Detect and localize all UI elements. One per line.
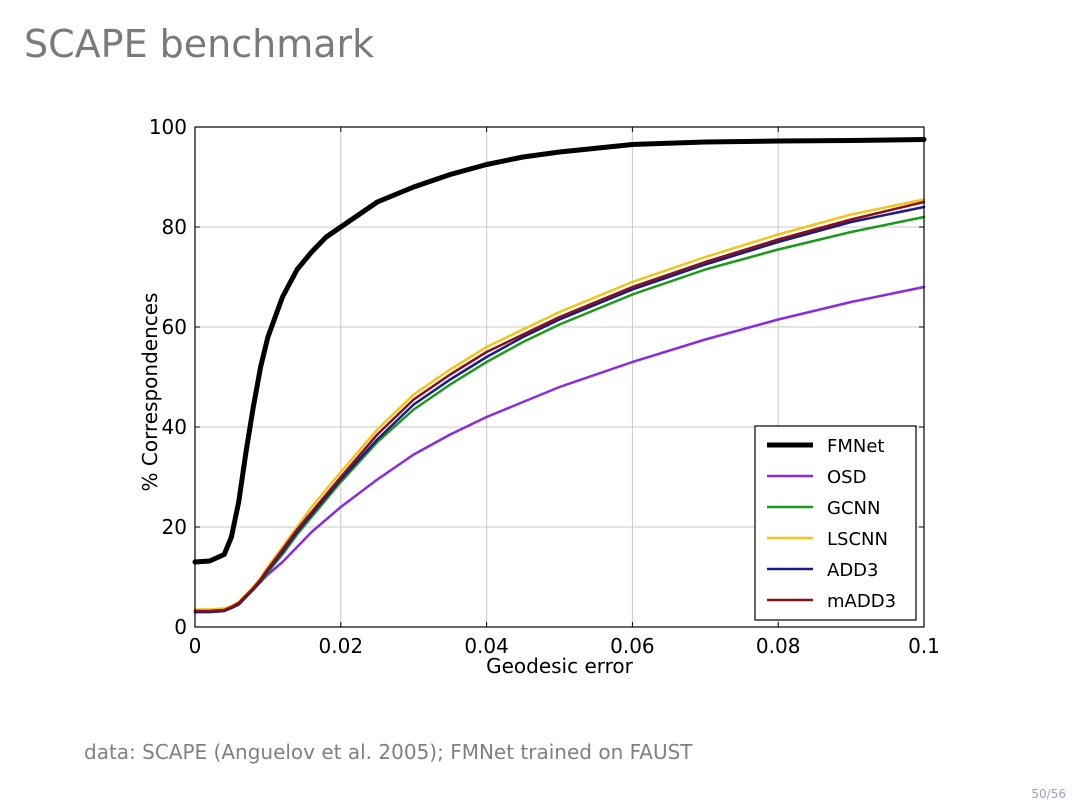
series-line-add3 (193, 205, 926, 614)
slide-caption: data: SCAPE (Anguelov et al. 2005); FMNe… (84, 740, 693, 764)
x-tick-label: 0 (189, 634, 202, 658)
legend-label: ADD3 (827, 560, 879, 581)
legend-box (754, 425, 917, 621)
y-tick-label: 100 (149, 115, 187, 139)
legend-label: LSCNN (827, 529, 888, 550)
legend-label: OSD (827, 467, 866, 488)
page-number: 50/56 (1031, 787, 1066, 801)
slide-title: SCAPE benchmark (24, 22, 375, 66)
line-chart: 0 0.02 0.04 0.06 0.08 0.1 0 20 40 60 80 100 Geodesi… (138, 115, 940, 678)
series-line-madd3 (193, 200, 926, 613)
legend-label: GCNN (827, 498, 880, 519)
series-line-fmnet (192, 137, 927, 565)
x-tick-label: 0.1 (908, 634, 940, 658)
y-tick-label: 80 (162, 215, 187, 239)
series-lines (192, 137, 927, 614)
x-tick-label: 0.06 (610, 634, 655, 658)
x-axis-label: Geodesic error (486, 654, 634, 678)
legend-label: mADD3 (827, 591, 896, 612)
y-tick-label: 40 (162, 415, 187, 439)
y-tick-label: 60 (162, 315, 187, 339)
x-tick-label: 0.08 (756, 634, 801, 658)
axis-ticks: 0 0.02 0.04 0.06 0.08 0.1 0 20 40 60 80 100 (149, 115, 940, 658)
plot-frame (194, 126, 925, 628)
y-axis-label: % Correspondences (138, 293, 162, 492)
legend: FMNet OSD GCNN LSCNN ADD3 mADD3 (754, 425, 917, 621)
y-tick-label: 20 (162, 515, 187, 539)
y-tick-label: 0 (174, 615, 187, 639)
legend-label: FMNet (827, 436, 884, 457)
x-tick-label: 0.02 (319, 634, 364, 658)
x-tick-label: 0.04 (464, 634, 509, 658)
